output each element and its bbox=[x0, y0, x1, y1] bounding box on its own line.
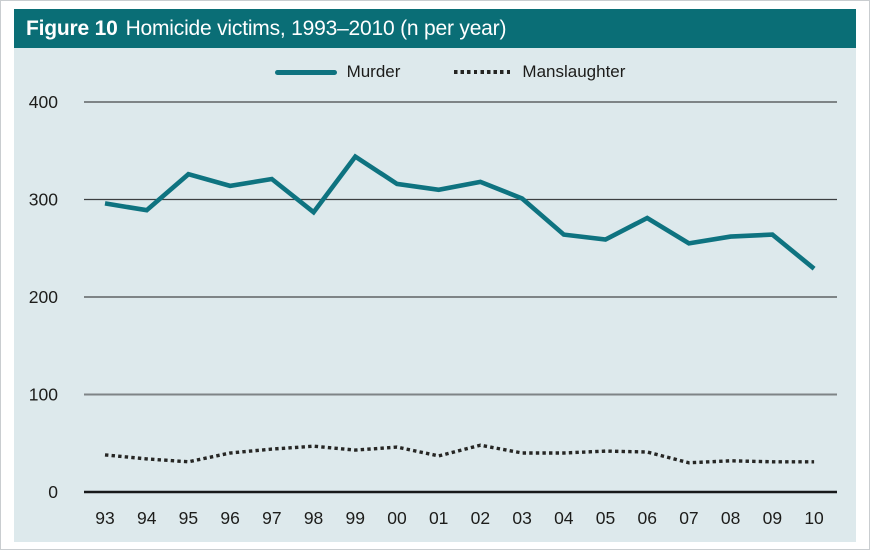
x-tick-label-94: 94 bbox=[137, 508, 157, 528]
x-tick-label-00: 00 bbox=[387, 508, 407, 528]
x-tick-label-95: 95 bbox=[179, 508, 198, 528]
x-tick-label-03: 03 bbox=[512, 508, 531, 528]
figure-title: Homicide victims, 1993–2010 (n per year) bbox=[125, 16, 507, 40]
x-tick-label-97: 97 bbox=[262, 508, 281, 528]
chart-legend: Murder Manslaughter bbox=[15, 62, 869, 82]
figure-number-label: Figure 10 bbox=[26, 16, 118, 40]
x-tick-label-02: 02 bbox=[471, 508, 490, 528]
manslaughter-series-line bbox=[104, 443, 815, 465]
x-tick-label-05: 05 bbox=[596, 508, 615, 528]
x-tick-label-93: 93 bbox=[95, 508, 114, 528]
legend-label-murder: Murder bbox=[346, 62, 401, 81]
x-tick-label-04: 04 bbox=[554, 508, 574, 528]
manslaughter-line-swatch bbox=[454, 70, 513, 74]
x-tick-label-01: 01 bbox=[429, 508, 448, 528]
x-tick-label-09: 09 bbox=[763, 508, 782, 528]
legend-label-manslaughter: Manslaughter bbox=[522, 62, 626, 81]
figure-header-bar: Figure 10 Homicide victims, 1993–2010 (n… bbox=[14, 9, 856, 48]
y-tick-label-400: 400 bbox=[29, 92, 58, 112]
x-tick-label-10: 10 bbox=[804, 508, 824, 528]
murder-series-line bbox=[104, 153, 816, 271]
y-tick-label-0: 0 bbox=[48, 482, 58, 502]
x-tick-label-96: 96 bbox=[220, 508, 239, 528]
y-tick-label-300: 300 bbox=[29, 190, 58, 210]
x-tick-label-07: 07 bbox=[679, 508, 698, 528]
murder-line-swatch bbox=[274, 69, 337, 75]
x-tick-label-99: 99 bbox=[346, 508, 365, 528]
y-tick-label-200: 200 bbox=[29, 287, 58, 307]
x-tick-label-06: 06 bbox=[637, 508, 656, 528]
x-tick-label-08: 08 bbox=[721, 508, 740, 528]
x-tick-label-98: 98 bbox=[304, 508, 323, 528]
y-tick-label-100: 100 bbox=[29, 385, 58, 405]
